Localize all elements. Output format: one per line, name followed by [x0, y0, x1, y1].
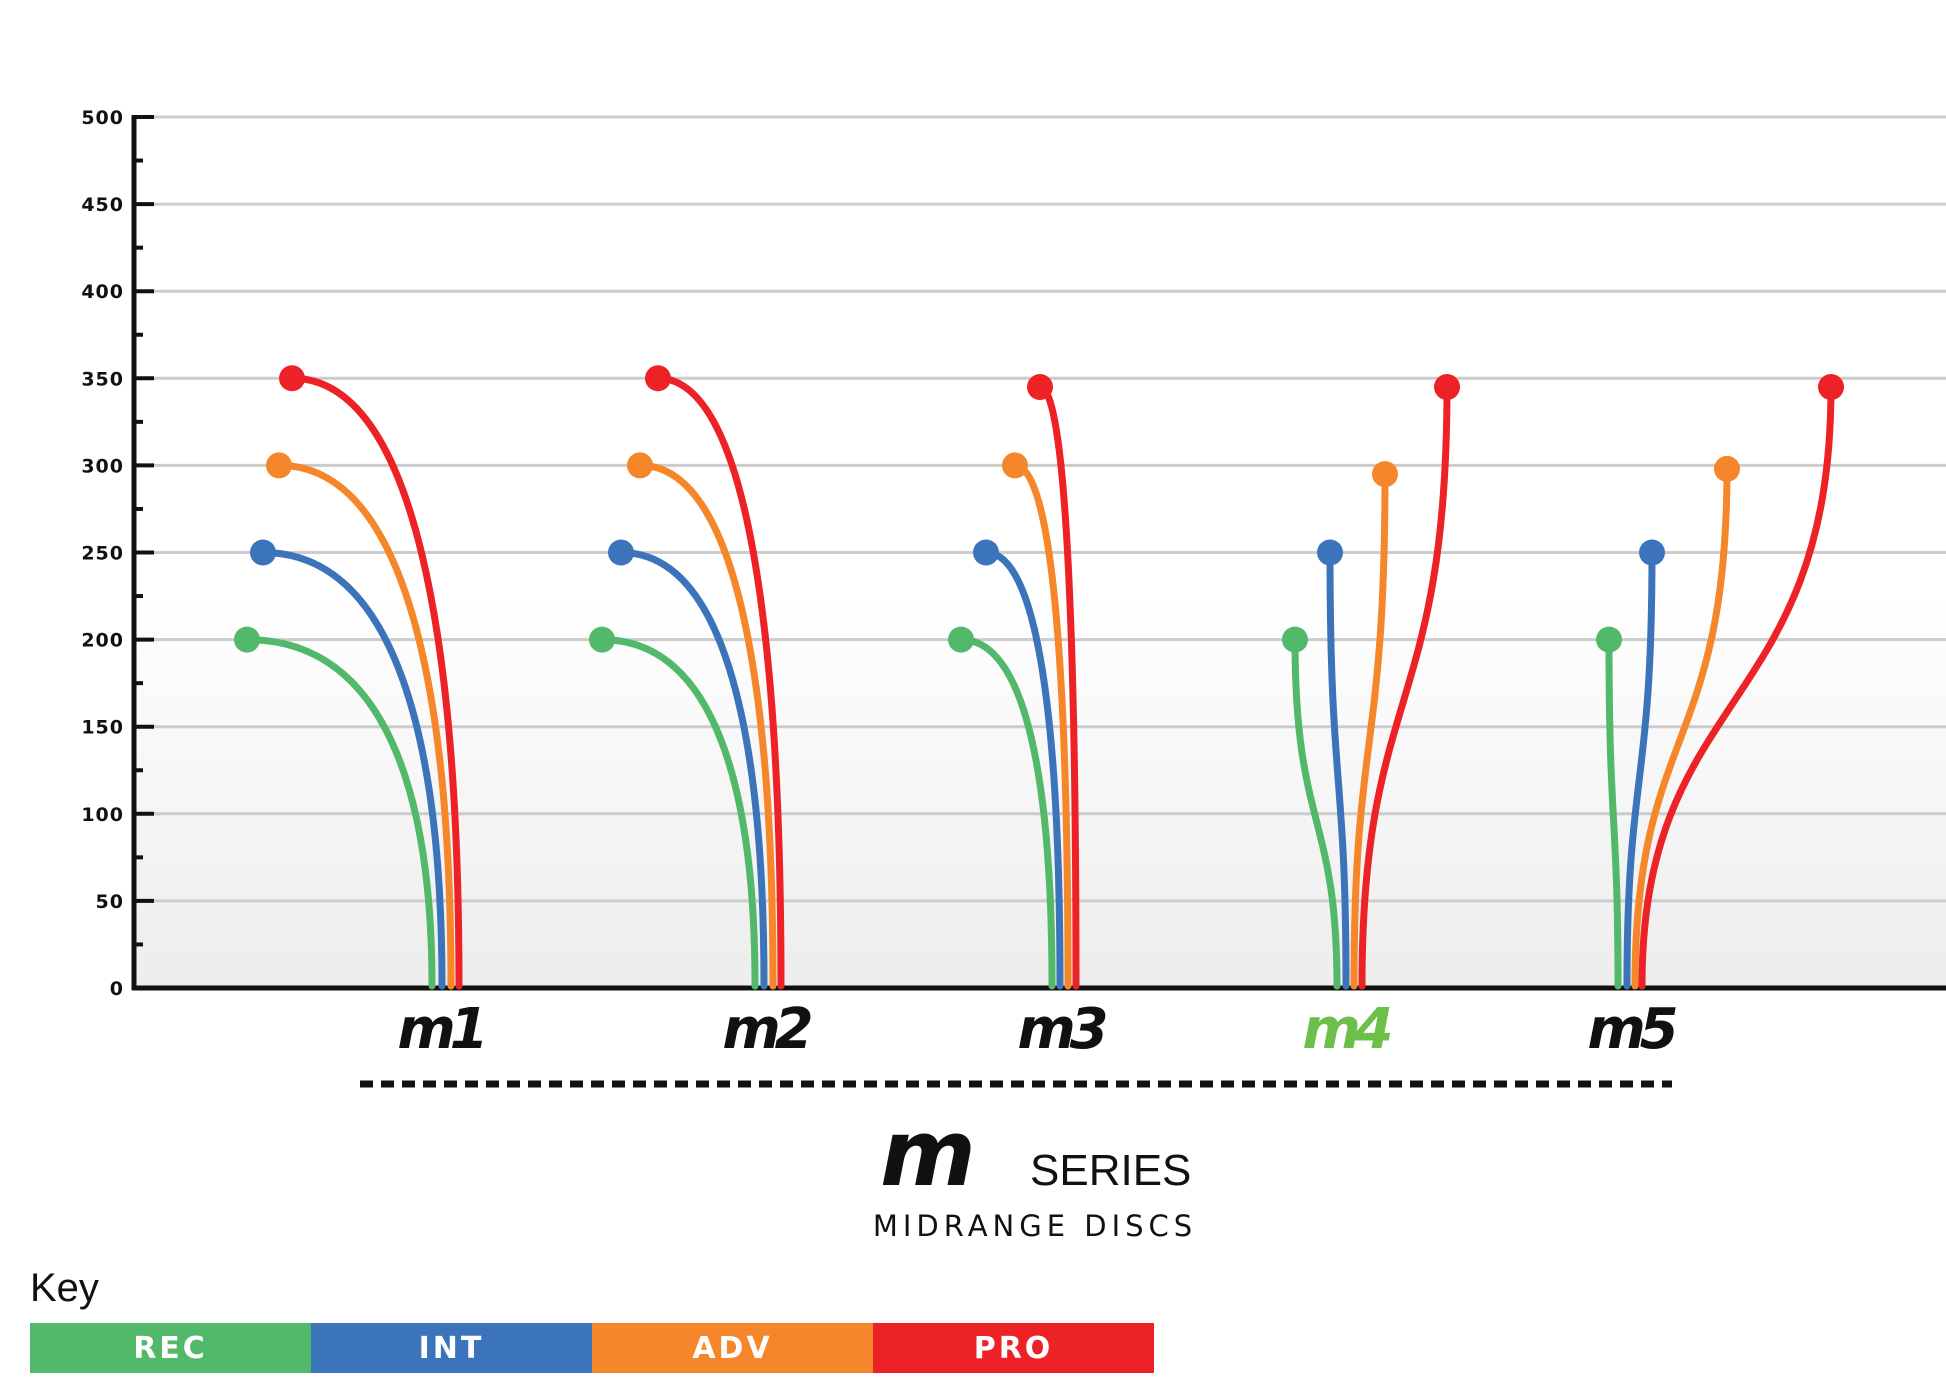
flight-path-m3-int — [982, 549, 1064, 990]
flight-path-m4-int — [1326, 549, 1350, 990]
disc-label-m2: m2 — [722, 997, 810, 1062]
y-tick-label: 200 — [81, 630, 124, 652]
disc-label-m1: m1 — [397, 997, 482, 1062]
flight-path-m1-pro — [288, 374, 463, 990]
flight-path-m3-pro — [1036, 383, 1080, 990]
key-title: Key — [30, 1266, 99, 1310]
flight-path-m2-int — [617, 549, 768, 990]
flight-path-m5-pro — [1638, 383, 1835, 990]
y-tick-label: 350 — [81, 368, 124, 390]
flight-paths — [234, 365, 1844, 990]
disc-label-m5: m5 — [1587, 997, 1676, 1062]
series-word: SERIES — [1030, 1146, 1191, 1195]
series-title: m SERIES MIDRANGE DISCS — [873, 1100, 1197, 1243]
y-tick-label: 100 — [81, 804, 124, 826]
key-item-int: INT — [311, 1323, 592, 1373]
y-tick-label: 400 — [81, 281, 124, 303]
flight-path-m4-rec — [1291, 636, 1341, 990]
series-subtitle: MIDRANGE DISCS — [873, 1209, 1197, 1243]
y-tick-label: 50 — [96, 891, 124, 913]
series-logo: m — [880, 1100, 971, 1207]
flight-path-m1-rec — [243, 636, 436, 990]
y-tick-label: 0 — [110, 978, 124, 1000]
flight-path-m3-rec — [957, 636, 1056, 990]
flight-path-m5-adv — [1631, 465, 1731, 990]
flight-path-m2-adv — [636, 461, 777, 990]
key-legend: REC INT ADV PRO — [30, 1323, 1154, 1373]
flight-path-m2-pro — [654, 374, 785, 990]
disc-label-m4: m4 — [1302, 997, 1390, 1062]
flight-path-m1-int — [259, 549, 446, 990]
flight-path-m5-rec — [1605, 636, 1622, 990]
flight-path-m4-pro — [1358, 383, 1451, 990]
key-item-adv: ADV — [592, 1323, 873, 1373]
flight-path-m3-adv — [1011, 461, 1072, 990]
key-item-pro: PRO — [873, 1323, 1154, 1373]
y-tick-label: 250 — [81, 543, 124, 565]
y-tick-label: 500 — [81, 107, 124, 129]
y-tick-label: 450 — [81, 194, 124, 216]
flight-path-m2-rec — [598, 636, 759, 990]
disc-label-m3: m3 — [1017, 997, 1105, 1062]
y-tick-label: 300 — [81, 455, 124, 477]
flight-path-m4-adv — [1350, 470, 1389, 990]
flight-path-m5-int — [1623, 549, 1656, 990]
key-item-rec: REC — [30, 1323, 311, 1373]
y-tick-label: 150 — [81, 717, 124, 739]
disc-labels: m1 m2 m3 m4 m5 — [397, 997, 1682, 1062]
flight-path-m1-adv — [275, 461, 455, 990]
